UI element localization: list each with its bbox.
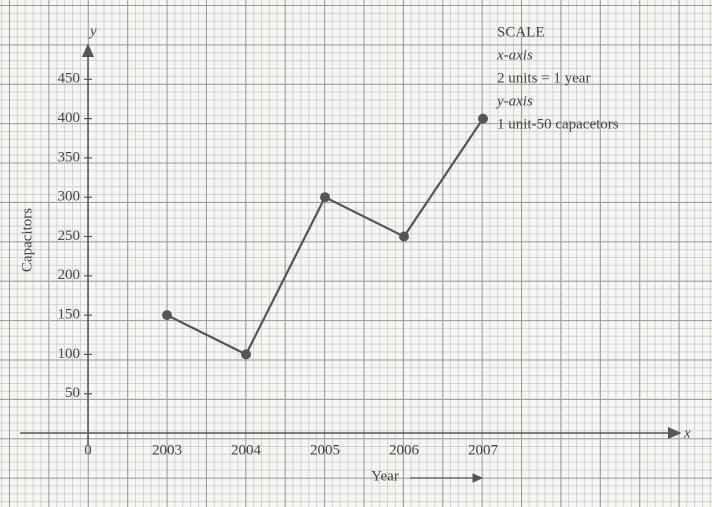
scale-title: SCALE xyxy=(497,24,545,40)
y-axis-symbol: y xyxy=(88,23,97,39)
scale-x-heading: x-axis xyxy=(496,47,533,63)
y-tick-label: 400 xyxy=(58,110,81,126)
data-point xyxy=(399,231,409,242)
data-point xyxy=(241,349,251,360)
y-tick-label: 100 xyxy=(58,346,81,362)
data-point xyxy=(320,192,330,203)
x-axis-symbol: x xyxy=(683,425,691,441)
y-tick-label: 250 xyxy=(58,228,81,244)
data-line xyxy=(166,117,484,356)
y-tick-label: 300 xyxy=(58,189,81,205)
scale-y-heading: y-axis xyxy=(495,93,533,109)
data-point xyxy=(162,310,172,321)
x-tick-label: 2006 xyxy=(389,442,420,458)
x-tick-label: 2003 xyxy=(152,442,182,458)
x-tick-label: 2007 xyxy=(468,442,499,458)
scale-x-text: 2 units = 1 year xyxy=(497,70,590,86)
data-point xyxy=(478,113,488,124)
y-tick-label: 200 xyxy=(58,267,81,283)
scale-y-text: 1 unit-50 capacetors xyxy=(497,116,619,132)
y-tick-label: 350 xyxy=(58,149,81,165)
x-tick-label: 0 xyxy=(84,442,92,458)
y-tick-label: 150 xyxy=(58,307,81,323)
x-axis-label: Year xyxy=(371,468,399,484)
y-axis-label: Capacitors xyxy=(19,208,35,272)
y-tick-label: 50 xyxy=(65,385,80,401)
x-tick-label: 2004 xyxy=(231,442,262,458)
y-tick-label: 450 xyxy=(58,71,81,87)
x-tick-label: 2005 xyxy=(310,442,340,458)
